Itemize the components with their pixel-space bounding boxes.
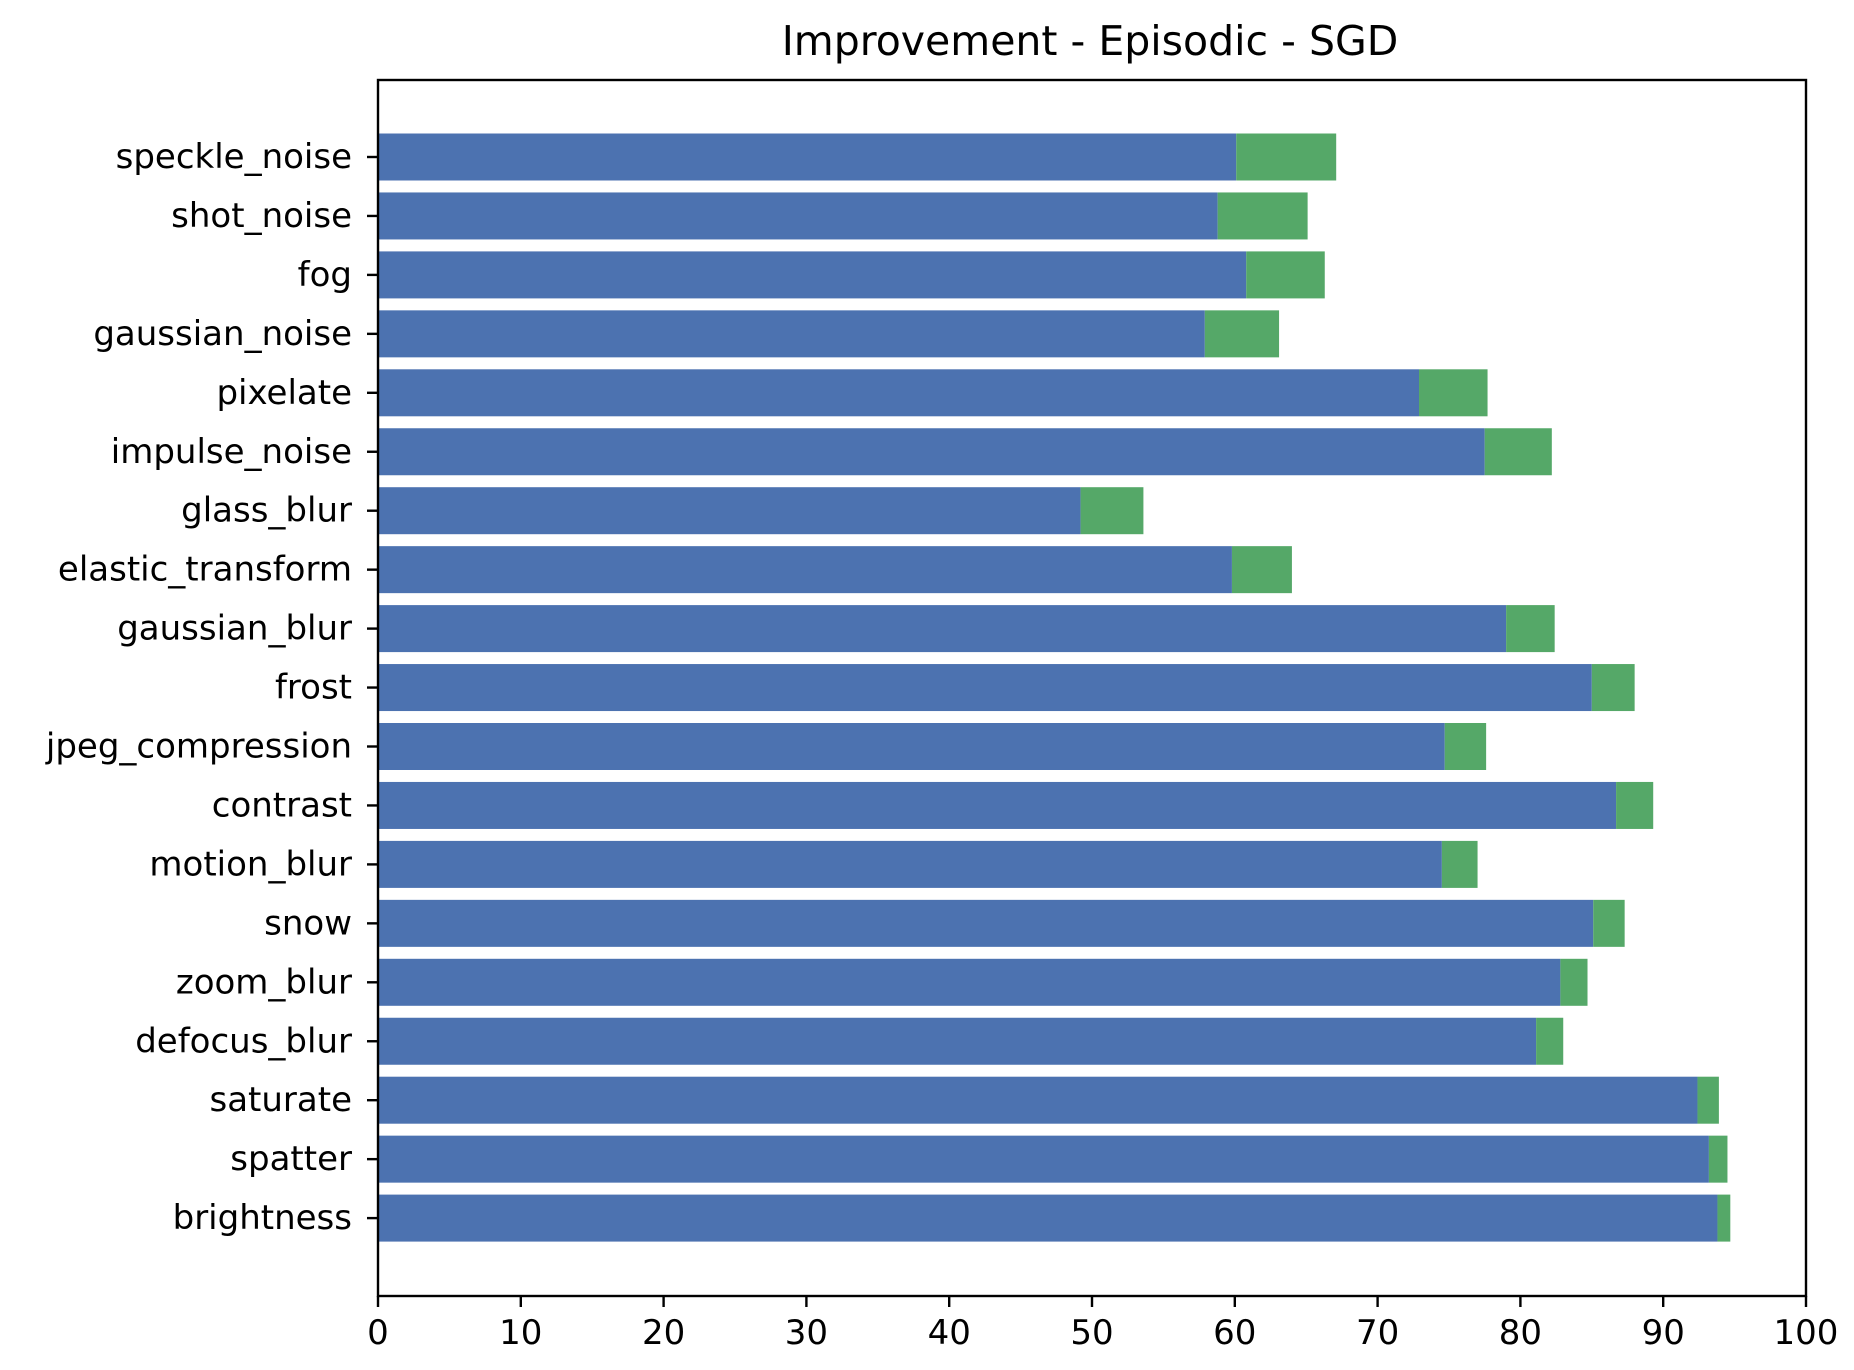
bar-baseline-snow <box>378 899 1594 947</box>
bars-layer <box>378 133 1731 1242</box>
bar-baseline-gaussian-blur <box>378 605 1507 653</box>
bar-improvement-speckle-noise <box>1236 133 1337 181</box>
y-tick-label-defocus-blur: defocus_blur <box>135 1021 352 1061</box>
bar-baseline-fog <box>378 251 1247 299</box>
y-tick-label-impulse-noise: impulse_noise <box>111 432 352 472</box>
bar-improvement-pixelate <box>1419 369 1488 417</box>
bar-improvement-frost <box>1591 664 1635 712</box>
bar-improvement-zoom-blur <box>1560 958 1588 1006</box>
bar-improvement-shot-noise <box>1217 192 1308 240</box>
bar-baseline-frost <box>378 664 1592 712</box>
bar-baseline-brightness <box>378 1194 1718 1242</box>
x-tick-label-50: 50 <box>1070 1313 1113 1353</box>
y-tick-label-shot-noise: shot_noise <box>171 196 352 236</box>
y-tick-label-saturate: saturate <box>210 1080 353 1120</box>
bar-baseline-saturate <box>378 1076 1698 1124</box>
x-tick-label-0: 0 <box>367 1313 389 1353</box>
y-tick-label-contrast: contrast <box>212 785 352 825</box>
bar-baseline-elastic-transform <box>378 546 1232 594</box>
y-tick-label-gaussian-blur: gaussian_blur <box>117 609 352 649</box>
bar-baseline-pixelate <box>378 369 1420 417</box>
x-tick-label-40: 40 <box>928 1313 971 1353</box>
y-tick-label-fog: fog <box>298 255 352 295</box>
bar-baseline-jpeg-compression <box>378 723 1445 770</box>
x-tick-label-70: 70 <box>1356 1313 1399 1353</box>
y-tick-label-spatter: spatter <box>230 1139 352 1179</box>
bar-baseline-glass-blur <box>378 487 1081 535</box>
y-tick-label-motion-blur: motion_blur <box>149 844 352 884</box>
bar-improvement-gaussian-blur <box>1506 605 1555 653</box>
bar-improvement-contrast <box>1616 781 1654 829</box>
x-tick-label-20: 20 <box>642 1313 685 1353</box>
y-tick-label-pixelate: pixelate <box>216 373 352 413</box>
x-tick-label-90: 90 <box>1642 1313 1685 1353</box>
y-tick-label-speckle-noise: speckle_noise <box>116 137 352 177</box>
bar-baseline-spatter <box>378 1135 1709 1183</box>
y-tick-label-zoom-blur: zoom_blur <box>176 962 352 1002</box>
bar-improvement-elastic-transform <box>1231 546 1292 594</box>
bar-baseline-gaussian-noise <box>378 310 1205 358</box>
bar-improvement-spatter <box>1708 1135 1728 1183</box>
bar-baseline-shot-noise <box>378 192 1218 240</box>
y-tick-label-jpeg-compression: jpeg_compression <box>45 727 352 767</box>
x-tick-label-80: 80 <box>1499 1313 1542 1353</box>
bar-improvement-impulse-noise <box>1484 428 1552 476</box>
x-axis: 0 10 20 30 40 50 60 70 80 90 100 <box>367 1296 1838 1353</box>
x-tick-label-30: 30 <box>785 1313 828 1353</box>
y-tick-label-gaussian-noise: gaussian_noise <box>93 314 352 354</box>
bar-improvement-gaussian-noise <box>1204 310 1280 358</box>
y-tick-label-glass-blur: glass_blur <box>181 491 352 531</box>
bar-baseline-impulse-noise <box>378 428 1485 476</box>
x-tick-label-100: 100 <box>1774 1313 1839 1353</box>
chart-title: Improvement - Episodic - SGD <box>782 17 1399 65</box>
y-tick-label-frost: frost <box>275 668 352 708</box>
bar-baseline-speckle-noise <box>378 133 1237 181</box>
bar-improvement-fog <box>1246 251 1325 299</box>
x-tick-label-10: 10 <box>499 1313 542 1353</box>
bar-improvement-motion-blur <box>1441 840 1478 888</box>
bar-improvement-defocus-blur <box>1536 1017 1564 1065</box>
bar-improvement-snow <box>1593 899 1625 947</box>
bar-baseline-defocus-blur <box>378 1017 1537 1065</box>
bar-improvement-glass-blur <box>1080 487 1144 535</box>
axes-frame <box>376 78 1808 1298</box>
bar-baseline-contrast <box>378 781 1617 829</box>
bar-baseline-motion-blur <box>378 840 1442 888</box>
y-tick-label-brightness: brightness <box>173 1198 352 1238</box>
bar-baseline-zoom-blur <box>378 958 1561 1006</box>
y-tick-label-elastic-transform: elastic_transform <box>58 550 352 590</box>
bar-improvement-jpeg-compression <box>1444 723 1487 770</box>
x-tick-label-60: 60 <box>1213 1313 1256 1353</box>
y-tick-label-snow: snow <box>264 903 352 943</box>
bar-improvement-brightness <box>1717 1194 1731 1242</box>
bar-improvement-saturate <box>1697 1076 1719 1124</box>
